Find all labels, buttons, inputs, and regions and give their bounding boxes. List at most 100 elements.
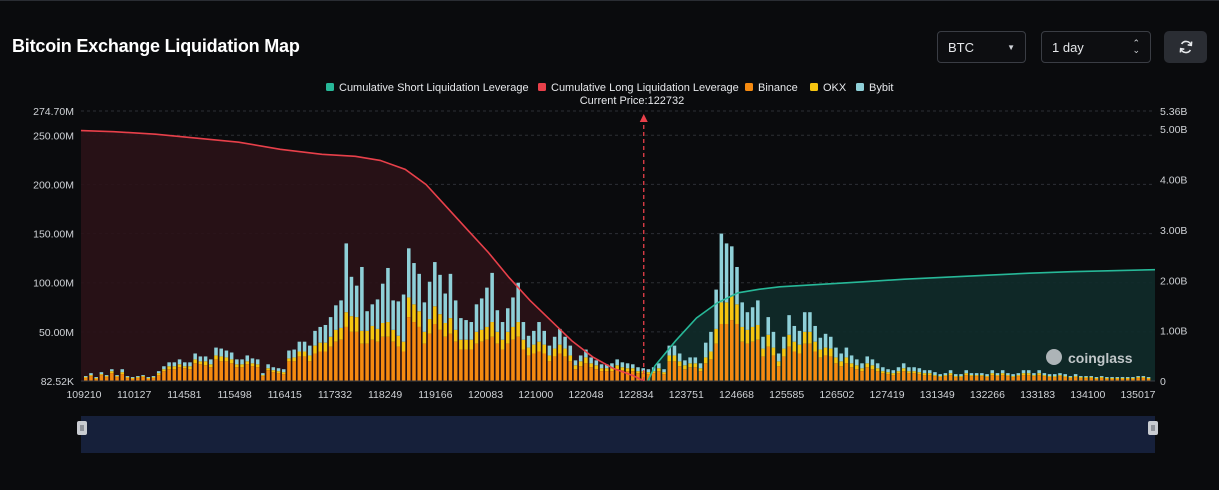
bar-okx — [443, 323, 448, 337]
bar-okx — [94, 378, 98, 380]
bar-okx — [255, 364, 260, 368]
bar-binance — [636, 373, 640, 381]
bar-okx — [1006, 375, 1010, 377]
y-right-tick-label: 1.00B — [1160, 326, 1187, 338]
bar-okx — [959, 376, 963, 378]
bar-bybit — [188, 362, 192, 367]
bar-okx — [438, 314, 442, 330]
bar-bybit — [604, 364, 609, 369]
bar-binance — [771, 355, 776, 381]
zoom-slider[interactable] — [77, 416, 1158, 453]
bar-binance — [677, 366, 682, 381]
bar-okx — [578, 361, 583, 367]
bar-okx — [787, 334, 791, 347]
range-select[interactable]: 1 day ⌃ ⌄ — [1041, 31, 1151, 63]
bar-okx — [1000, 373, 1005, 376]
bar-bybit — [881, 367, 885, 372]
bar-bybit — [573, 360, 578, 366]
bar-okx — [818, 349, 823, 358]
bar-bybit — [1026, 370, 1031, 374]
bar-okx — [776, 361, 781, 367]
bar-bybit — [537, 322, 541, 342]
bar-bybit — [370, 304, 375, 326]
bar-binance — [177, 367, 182, 381]
bar-okx — [521, 339, 526, 350]
refresh-button[interactable] — [1164, 31, 1207, 63]
bar-okx — [380, 323, 385, 337]
bar-binance — [1094, 379, 1099, 381]
zoom-handle-body[interactable] — [77, 421, 87, 435]
bar-binance — [99, 375, 104, 381]
bar-binance — [1110, 379, 1114, 381]
zoom-handle-right[interactable] — [1148, 421, 1158, 435]
bar-bybit — [693, 357, 698, 364]
bar-binance — [1006, 376, 1010, 381]
bar-okx — [1094, 378, 1099, 380]
bar-bybit — [886, 369, 890, 373]
y-left-tick-label: 150.00M — [33, 229, 74, 241]
bar-bybit — [844, 347, 849, 358]
bar-bybit — [266, 364, 270, 369]
bar-binance — [1089, 378, 1094, 381]
bar-binance — [766, 346, 771, 381]
bar-okx — [657, 368, 661, 372]
coin-select[interactable]: BTC ▼ — [937, 31, 1026, 63]
bar-okx — [1136, 377, 1140, 379]
bar-binance — [672, 361, 677, 381]
bar-okx — [526, 347, 531, 356]
bar-bybit — [1120, 377, 1125, 379]
bar-binance — [532, 353, 536, 381]
bar-okx — [829, 348, 833, 357]
bar-binance — [511, 339, 515, 381]
bar-okx — [339, 327, 343, 340]
bar-okx — [584, 357, 588, 364]
bar-okx — [281, 372, 286, 375]
bar-binance — [896, 373, 901, 381]
bar-bybit — [578, 355, 583, 362]
bar-okx — [224, 357, 229, 362]
zoom-handle-body[interactable] — [1148, 421, 1158, 435]
bar-binance — [407, 317, 411, 381]
bar-binance — [412, 322, 416, 381]
x-tick-label: 114581 — [167, 389, 201, 401]
bar-bybit — [823, 333, 828, 348]
bar-bybit — [1016, 373, 1021, 376]
bar-okx — [297, 351, 302, 357]
bar-binance — [182, 368, 187, 381]
bar-binance — [120, 374, 125, 381]
bar-binance — [167, 369, 171, 381]
bar-bybit — [94, 377, 98, 379]
x-tick-label: 135017 — [1120, 389, 1155, 401]
bar-binance — [761, 356, 765, 381]
bar-binance — [1016, 376, 1021, 381]
y-right-tick-label: 0 — [1160, 376, 1166, 388]
bar-binance — [433, 323, 437, 381]
legend-label: Cumulative Short Liquidation Leverage — [339, 82, 529, 94]
bar-bybit — [875, 363, 880, 369]
bar-okx — [620, 367, 625, 371]
bar-binance — [198, 364, 203, 381]
bar-bybit — [182, 362, 187, 367]
zoom-handle-left[interactable] — [77, 421, 87, 435]
bar-okx — [177, 364, 182, 368]
bar-bybit — [589, 357, 593, 364]
bar-okx — [308, 355, 312, 362]
bar-okx — [448, 318, 453, 334]
bar-bybit — [104, 375, 109, 377]
bar-bybit — [328, 317, 333, 337]
bar-bybit — [505, 308, 510, 332]
zoom-track[interactable] — [81, 416, 1155, 453]
bar-bybit — [782, 336, 786, 349]
bar-okx — [1115, 378, 1120, 380]
bar-okx — [766, 334, 771, 347]
bar-okx — [943, 375, 948, 377]
bar-bybit — [980, 373, 984, 376]
bar-binance — [130, 379, 135, 381]
bar-okx — [969, 375, 974, 377]
y-left-tick-label: 82.52K — [41, 376, 74, 388]
bar-okx — [1131, 378, 1135, 380]
bar-bybit — [532, 330, 536, 345]
current-price-marker: Current Price:122732 — [580, 95, 684, 381]
bar-okx — [870, 365, 875, 370]
